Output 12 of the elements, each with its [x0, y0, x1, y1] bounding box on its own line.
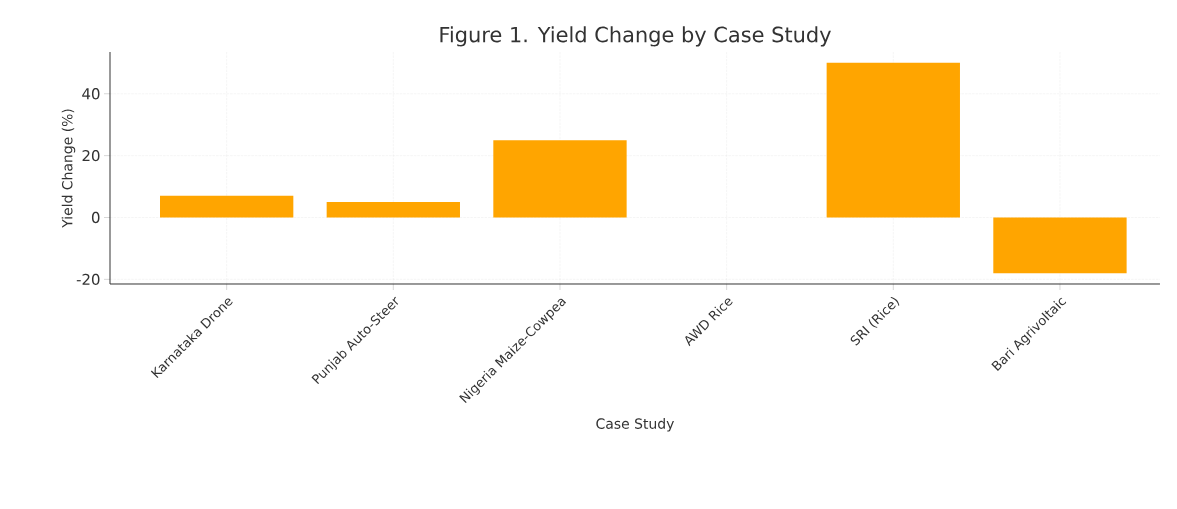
y-axis-title: Yield Change (%) — [61, 109, 76, 228]
y-tick-label: -20 — [76, 273, 100, 286]
bar — [160, 195, 294, 218]
bar — [326, 202, 460, 218]
bar — [493, 140, 627, 218]
y-tick-label: 0 — [91, 211, 100, 224]
y-tick-label: 20 — [82, 149, 100, 162]
bar — [993, 217, 1127, 274]
chart-title: Figure 1. Yield Change by Case Study — [440, 26, 831, 47]
y-tick-label: 40 — [82, 88, 100, 100]
bar — [826, 62, 960, 218]
x-axis-title: Case Study — [596, 418, 674, 432]
